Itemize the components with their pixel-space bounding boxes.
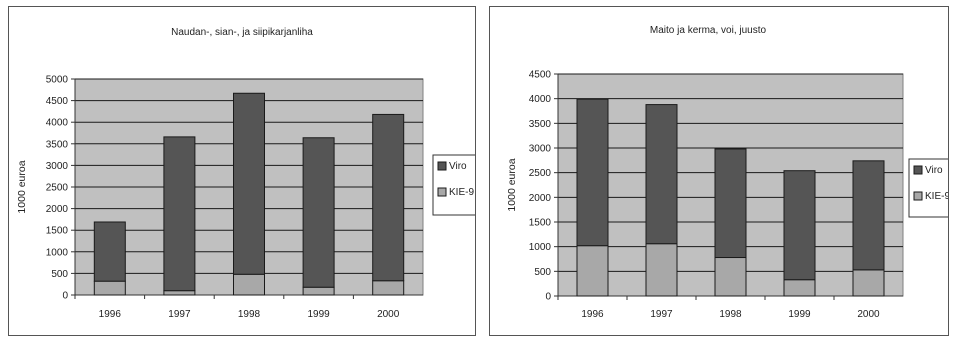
bar-kie-9-1998 xyxy=(233,273,265,296)
bar-kie-9-1998 xyxy=(714,257,747,297)
x-tick-label: 1997 xyxy=(650,309,673,320)
y-tick-label: 5000 xyxy=(46,75,69,86)
legend-label: KIE-9 xyxy=(449,187,474,198)
x-tick-label: 2000 xyxy=(377,309,400,320)
y-tick-label: 3500 xyxy=(46,139,69,150)
x-tick-label: 1997 xyxy=(168,309,191,320)
bar-kie-9-1996 xyxy=(93,280,126,296)
y-tick-label: 2000 xyxy=(529,193,552,204)
y-tick-label: 2500 xyxy=(46,183,69,194)
y-tick-label: 2500 xyxy=(529,168,552,179)
x-tick-label: 1996 xyxy=(581,309,604,320)
y-tick-label: 500 xyxy=(534,267,551,278)
bar-viro-1998 xyxy=(233,92,265,275)
y-tick-label: 4500 xyxy=(529,70,552,81)
chart-panel-meat: Naudan-, sian-, ja siipikarjanliha 0 500 10… xyxy=(8,6,476,336)
y-tick-label: 2000 xyxy=(46,204,69,215)
bar-viro-1999 xyxy=(302,137,335,288)
y-tick-label: 1000 xyxy=(529,242,552,253)
bar-viro-1996 xyxy=(576,98,609,247)
y-tick-label: 3000 xyxy=(46,161,69,172)
bar-kie-9-1996 xyxy=(576,245,609,297)
bar-viro-2000 xyxy=(372,113,405,282)
bar-kie-9-1999 xyxy=(302,286,335,296)
bar-viro-1996 xyxy=(93,221,126,282)
y-tick-label: 500 xyxy=(51,269,68,280)
bar-viro-1999 xyxy=(783,170,816,281)
legend-label: Viro xyxy=(925,165,943,176)
legend-swatch xyxy=(913,165,923,175)
chart-title: Maito ja kerma, voi, juusto xyxy=(650,25,767,36)
x-tick-label: 1999 xyxy=(788,309,811,320)
y-tick-label: 1500 xyxy=(46,226,69,237)
x-tick-label: 1998 xyxy=(719,309,742,320)
chart-title: Naudan-, sian-, ja siipikarjanliha xyxy=(171,27,313,38)
legend-label: Viro xyxy=(449,161,467,172)
bar-viro-1998 xyxy=(714,148,747,259)
y-axis-label: 1000 euroa xyxy=(506,158,518,211)
x-tick-label: 1998 xyxy=(238,309,261,320)
bar-kie-9-1997 xyxy=(163,290,196,296)
y-tick-label: 1000 xyxy=(46,247,69,258)
chart-meat: Naudan-, sian-, ja siipikarjanliha 0 500 10… xyxy=(16,27,475,320)
x-tick-label: 1999 xyxy=(307,309,330,320)
y-tick-label: 3000 xyxy=(529,144,552,155)
bar-viro-1997 xyxy=(163,136,196,292)
bar-kie-9-2000 xyxy=(372,280,405,296)
legend-label: KIE-9 xyxy=(925,191,948,202)
y-tick-label: 4000 xyxy=(46,118,69,129)
y-tick-label: 0 xyxy=(545,292,551,303)
bar-viro-2000 xyxy=(852,160,885,271)
bar-kie-9-2000 xyxy=(852,269,885,297)
y-tick-label: 4500 xyxy=(46,96,69,107)
y-tick-label: 1500 xyxy=(529,218,552,229)
bar-kie-9-1997 xyxy=(645,243,678,297)
x-tick-label: 1996 xyxy=(99,309,122,320)
legend-swatch xyxy=(437,187,447,197)
bar-viro-1997 xyxy=(645,104,678,245)
legend-swatch xyxy=(913,191,923,201)
chart-dairy: Maito ja kerma, voi, juusto 0 500 1000 1500 2… xyxy=(506,25,948,320)
y-axis-label: 1000 euroa xyxy=(16,160,28,213)
x-tick-label: 2000 xyxy=(857,309,880,320)
legend-swatch xyxy=(437,161,447,171)
y-tick-label: 3500 xyxy=(529,119,552,130)
y-tick-label: 4000 xyxy=(529,94,552,105)
chart-panel-dairy: Maito ja kerma, voi, juusto 0 500 1000 1500 2… xyxy=(489,6,949,336)
y-tick-label: 0 xyxy=(62,291,68,302)
bar-kie-9-1999 xyxy=(783,279,816,297)
